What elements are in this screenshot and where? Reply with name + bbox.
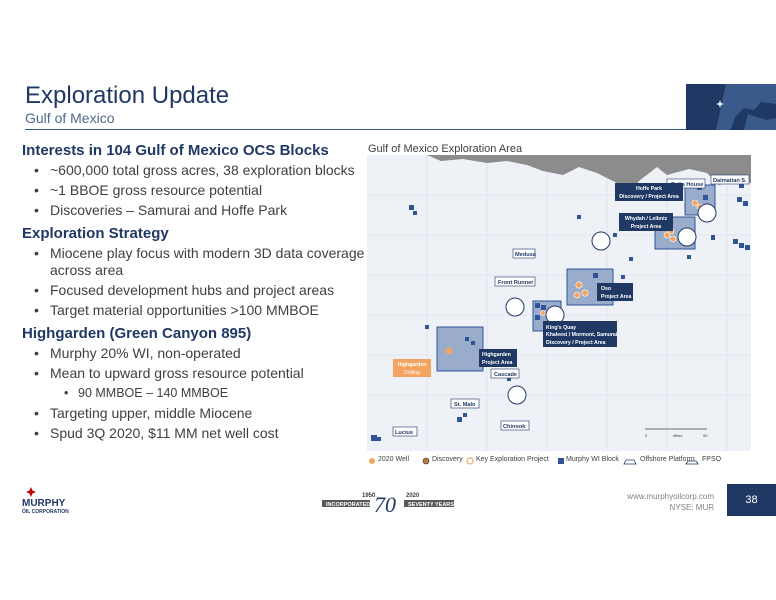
- legend-key-project: Key Exploration Project: [476, 456, 549, 463]
- star-icon: [716, 100, 724, 108]
- svg-text:70: 70: [374, 492, 396, 514]
- bullet-list-strategy: Miocene play focus with modern 3D data c…: [22, 245, 367, 319]
- seventy-years-badge: 1950 2020 INCORPORATED 70 SEVENTY YEARS: [318, 488, 456, 519]
- website-link[interactable]: www.murphyoilcorp.com: [627, 492, 714, 501]
- well-marker-highgarden: [445, 347, 453, 355]
- svg-text:INCORPORATED: INCORPORATED: [326, 502, 370, 508]
- section-heading-strategy: Exploration Strategy: [22, 225, 169, 242]
- page-subtitle: Gulf of Mexico: [25, 110, 115, 126]
- murphy-star-icon: [26, 487, 36, 497]
- scale-bar: 0 Miles 50: [645, 428, 708, 438]
- map-label-lucius: Lucius: [395, 430, 413, 436]
- map-title: Gulf of Mexico Exploration Area: [368, 143, 523, 155]
- svg-text:SEVENTY YEARS: SEVENTY YEARS: [408, 502, 454, 508]
- bullet-item: Murphy 20% WI, non-operated: [22, 345, 367, 362]
- map-label-hoffe: Hoffe Park: [636, 186, 662, 192]
- map-legend: 2020 Well Discovery Key Exploration Proj…: [368, 454, 758, 468]
- coastline-land: [427, 155, 751, 195]
- wi-blocks: [371, 183, 750, 441]
- bullet-item: Mean to upward gross resource potential: [22, 365, 367, 382]
- scale-fifty: 50: [703, 433, 708, 438]
- svg-text:OIL CORPORATION: OIL CORPORATION: [22, 509, 69, 515]
- content-bullets: Interests in 104 Gulf of Mexico OCS Bloc…: [22, 142, 367, 448]
- bullet-item: Miocene play focus with modern 3D data c…: [22, 245, 367, 279]
- bullet-item: Discoveries – Samurai and Hoffe Park: [22, 202, 367, 219]
- map-label-delta-house: Delta House: [671, 182, 703, 188]
- map-label-dalmatian: Dalmatian S.: [713, 178, 747, 184]
- map-label-oso-sub: Project Area: [601, 294, 631, 300]
- map-label-hoffe-sub: Discovery / Project Area: [619, 194, 679, 200]
- legend-discovery: Discovery: [432, 456, 463, 463]
- sub-bullet-item: 90 MMBOE – 140 MMBOE: [22, 385, 367, 402]
- map-label-st-malo: St. Malo: [454, 402, 476, 408]
- map-label-whydah: Whydah / Leibniz: [625, 216, 668, 222]
- svg-text:MURPHY: MURPHY: [22, 498, 66, 509]
- map-label-chinook: Chinook: [503, 424, 526, 430]
- murphy-logo: MURPHY OIL CORPORATION: [20, 486, 90, 521]
- bullet-item: ~600,000 total gross acres, 38 explorati…: [22, 162, 367, 179]
- bullet-item: Target material opportunities >100 MMBOE: [22, 302, 367, 319]
- map-label-kings-sub2: Discovery / Project Area: [546, 340, 606, 346]
- map-label-kings-sub: Khaleesi / Mormont, Samurai: [546, 332, 618, 338]
- bullet-item: Focused development hubs and project are…: [22, 282, 367, 299]
- section-heading-highgarden: Highgarden (Green Canyon 895): [22, 325, 252, 342]
- bullet-item: Targeting upper, middle Miocene: [22, 405, 367, 422]
- map-label-kings-quay: King's Quay: [546, 325, 576, 331]
- scale-zero: 0: [645, 433, 648, 438]
- page-title: Exploration Update: [25, 82, 230, 109]
- map-label-front-runner: Front Runner: [498, 280, 534, 286]
- svg-text:2020: 2020: [406, 493, 420, 499]
- legend-well: 2020 Well: [378, 456, 410, 463]
- platform-icons: [505, 203, 717, 405]
- legend-fpso: FPSO: [702, 456, 722, 463]
- page-number: 38: [727, 484, 776, 516]
- map-label-highgarden-well: Highgarden: [398, 362, 427, 368]
- project-area-highgarden: [436, 326, 484, 372]
- bullet-item: ~1 BBOE gross resource potential: [22, 182, 367, 199]
- map-label-highgarden-drilling: Drilling: [404, 370, 420, 376]
- map-label-whydah-sub: Project Area: [631, 224, 661, 230]
- contact-info: www.murphyoilcorp.com NYSE: MUR: [627, 491, 714, 513]
- title-divider: [25, 129, 686, 130]
- gulf-of-mexico-map: Delta House Dalmatian S. Medusa Front Ru…: [367, 155, 751, 451]
- bullet-list-highgarden: Murphy 20% WI, non-operated Mean to upwa…: [22, 345, 367, 442]
- ticker: NYSE: MUR: [669, 503, 714, 512]
- legend-platform: Offshore Platform: [640, 456, 695, 463]
- map-label-medusa: Medusa: [515, 252, 537, 258]
- map-label-highgarden: Highgarden: [482, 352, 511, 358]
- svg-text:1950: 1950: [362, 493, 376, 499]
- map-label-oso: Oso: [601, 286, 611, 292]
- map-label-highgarden-sub: Project Area: [482, 360, 512, 366]
- slide: Exploration Update Gulf of Mexico Intere…: [0, 0, 776, 516]
- scale-unit: Miles: [673, 433, 682, 438]
- bullet-item: Spud 3Q 2020, $11 MM net well cost: [22, 425, 367, 442]
- bullet-list-interests: ~600,000 total gross acres, 38 explorati…: [22, 162, 367, 219]
- corner-map-thumbnail: [686, 84, 776, 130]
- section-heading-interests: Interests in 104 Gulf of Mexico OCS Bloc…: [22, 142, 329, 159]
- legend-wi-block: Murphy WI Block: [566, 456, 619, 463]
- map-label-cascade: Cascade: [494, 372, 517, 378]
